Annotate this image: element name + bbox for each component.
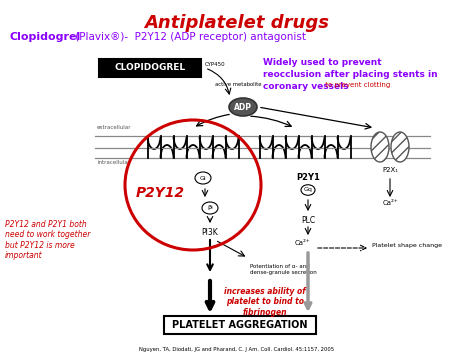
Text: (Plavix®)-  P2Y12 (ADP receptor) antagonist: (Plavix®)- P2Y12 (ADP receptor) antagoni… — [72, 32, 306, 42]
Text: to prevent clotting: to prevent clotting — [323, 82, 390, 88]
Text: Nguyen, TA, Diodati, JG and Pharand, C. J Am. Coll. Cardiol. 45:1157, 2005: Nguyen, TA, Diodati, JG and Pharand, C. … — [139, 347, 335, 352]
Text: coronary vessels: coronary vessels — [263, 82, 348, 91]
Circle shape — [202, 202, 218, 214]
FancyBboxPatch shape — [99, 59, 201, 77]
Circle shape — [301, 185, 315, 195]
Text: Gq: Gq — [303, 188, 312, 193]
Text: PI3K: PI3K — [201, 228, 219, 237]
Text: Gi: Gi — [200, 176, 206, 180]
Text: extracellular: extracellular — [97, 125, 131, 130]
Text: increases ability of
platelet to bind to
fibrinogen: increases ability of platelet to bind to… — [224, 287, 306, 317]
Text: PLATELET AGGREGATION: PLATELET AGGREGATION — [172, 320, 308, 330]
Text: Widely used to prevent: Widely used to prevent — [263, 58, 382, 67]
FancyBboxPatch shape — [164, 316, 316, 334]
Text: CYP450: CYP450 — [205, 62, 226, 67]
Text: intracellular: intracellular — [97, 160, 130, 165]
Text: P2Y12: P2Y12 — [136, 186, 184, 200]
Text: Potentiation of α- and
dense-granule secretion: Potentiation of α- and dense-granule sec… — [250, 264, 317, 275]
Text: Ca²⁺: Ca²⁺ — [382, 200, 398, 206]
Ellipse shape — [371, 132, 389, 162]
Text: ADP: ADP — [234, 103, 252, 111]
Text: P2Y12 and P2Y1 both
need to work together
but P2Y12 is more
important: P2Y12 and P2Y1 both need to work togethe… — [5, 220, 91, 260]
Text: P2X₁: P2X₁ — [382, 167, 398, 173]
Text: P2Y1: P2Y1 — [296, 173, 320, 183]
Text: Ca²⁺: Ca²⁺ — [294, 240, 310, 246]
Text: Platelet shape change: Platelet shape change — [372, 244, 442, 248]
Text: Clopidogrel: Clopidogrel — [10, 32, 81, 42]
Ellipse shape — [391, 132, 409, 162]
Text: Antiplatelet drugs: Antiplatelet drugs — [145, 14, 329, 32]
Text: CLOPIDOGREL: CLOPIDOGREL — [114, 63, 185, 73]
Text: PLC: PLC — [301, 216, 315, 225]
Text: βi: βi — [207, 205, 213, 210]
Text: reocclusion after placing stents in: reocclusion after placing stents in — [263, 70, 438, 79]
Circle shape — [195, 172, 211, 184]
Text: active metabolite: active metabolite — [215, 83, 262, 88]
Ellipse shape — [229, 98, 257, 116]
